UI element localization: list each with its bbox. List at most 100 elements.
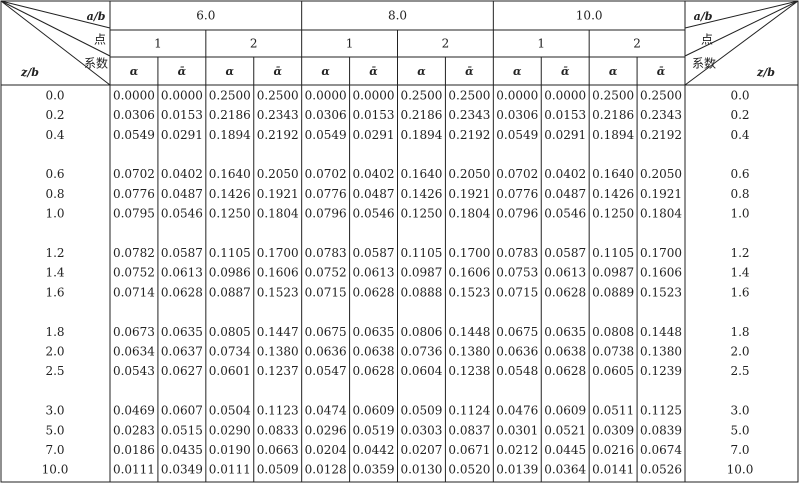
cell: 0.0139 bbox=[496, 463, 538, 477]
cell: 0.0216 bbox=[592, 443, 634, 457]
cell: 0.1921 bbox=[640, 187, 682, 201]
cell: 0.1523 bbox=[448, 285, 490, 299]
cell: 0.0306 bbox=[113, 108, 155, 122]
cell: 0.1448 bbox=[640, 325, 682, 339]
row-label: 1.4 bbox=[45, 266, 64, 280]
col-label: ᾱ bbox=[561, 65, 570, 78]
cell: 0.0738 bbox=[592, 344, 634, 358]
row-label: 2.0 bbox=[730, 344, 749, 358]
cell: 0.0543 bbox=[113, 364, 155, 378]
cell: 0.0889 bbox=[592, 285, 634, 299]
cell: 0.1700 bbox=[448, 246, 490, 260]
cell: 0.0547 bbox=[305, 364, 347, 378]
cell: 0.0805 bbox=[209, 325, 251, 339]
row-label: 1.8 bbox=[45, 325, 64, 339]
cell: 0.2186 bbox=[209, 108, 251, 122]
cell: 0.1105 bbox=[209, 246, 251, 260]
cell: 0.1380 bbox=[640, 344, 682, 358]
cell: 0.2500 bbox=[209, 88, 251, 102]
cell: 0.0776 bbox=[305, 187, 347, 201]
cell: 0.0702 bbox=[113, 167, 155, 181]
cell: 0.2500 bbox=[592, 88, 634, 102]
cell: 0.0634 bbox=[113, 344, 155, 358]
cell: 0.1123 bbox=[257, 404, 299, 418]
cell: 0.0546 bbox=[353, 207, 395, 221]
cell: 0.0635 bbox=[353, 325, 395, 339]
cell: 0.0306 bbox=[305, 108, 347, 122]
cell: 0.0402 bbox=[544, 167, 586, 181]
cell: 0.0130 bbox=[400, 463, 442, 477]
col-label: α bbox=[130, 65, 139, 78]
cell: 0.1804 bbox=[448, 207, 490, 221]
cell: 0.0364 bbox=[544, 463, 586, 477]
col-label: ᾱ bbox=[273, 65, 282, 78]
cell: 0.0783 bbox=[496, 246, 538, 260]
cell: 0.0303 bbox=[400, 423, 442, 437]
cell: 0.0628 bbox=[353, 364, 395, 378]
cell: 0.0000 bbox=[353, 88, 395, 102]
cell: 0.0204 bbox=[305, 443, 347, 457]
cell: 0.0435 bbox=[161, 443, 203, 457]
cell: 0.1921 bbox=[448, 187, 490, 201]
corner-label: z/b bbox=[756, 66, 775, 79]
row-label: 0.8 bbox=[730, 187, 749, 201]
cell: 0.0487 bbox=[353, 187, 395, 201]
cell: 0.0734 bbox=[209, 344, 251, 358]
cell: 0.1426 bbox=[592, 187, 634, 201]
cell: 0.0549 bbox=[113, 128, 155, 142]
cell: 0.0628 bbox=[544, 364, 586, 378]
cell: 0.1523 bbox=[640, 285, 682, 299]
cell: 0.0702 bbox=[305, 167, 347, 181]
row-label: 0.4 bbox=[45, 128, 64, 142]
cell: 0.1640 bbox=[209, 167, 251, 181]
cell: 0.0613 bbox=[353, 266, 395, 280]
cell: 0.0000 bbox=[161, 88, 203, 102]
cell: 0.1250 bbox=[209, 207, 251, 221]
row-label: 0.6 bbox=[45, 167, 64, 181]
cell: 0.0587 bbox=[161, 246, 203, 260]
cell: 0.0000 bbox=[496, 88, 538, 102]
cell: 0.1250 bbox=[592, 207, 634, 221]
cell: 0.1105 bbox=[400, 246, 442, 260]
cell: 0.0309 bbox=[592, 423, 634, 437]
row-label: 1.0 bbox=[730, 207, 749, 221]
cell: 0.2192 bbox=[257, 128, 299, 142]
cell: 0.0752 bbox=[305, 266, 347, 280]
cell: 0.1606 bbox=[257, 266, 299, 280]
cell: 0.1238 bbox=[448, 364, 490, 378]
cell: 0.0638 bbox=[353, 344, 395, 358]
row-label: 0.4 bbox=[730, 128, 749, 142]
corner-label: 系数 bbox=[84, 56, 108, 71]
cell: 0.0628 bbox=[161, 285, 203, 299]
row-label: 10.0 bbox=[42, 463, 69, 477]
cell: 0.2343 bbox=[448, 108, 490, 122]
row-label: 0.0 bbox=[45, 88, 64, 102]
cell: 0.1640 bbox=[400, 167, 442, 181]
cell: 0.2186 bbox=[592, 108, 634, 122]
cell: 0.0604 bbox=[400, 364, 442, 378]
col-label: α bbox=[226, 65, 235, 78]
cell: 0.0402 bbox=[161, 167, 203, 181]
cell: 0.0609 bbox=[544, 404, 586, 418]
cell: 0.1606 bbox=[640, 266, 682, 280]
cell: 0.0628 bbox=[544, 285, 586, 299]
cell: 0.0628 bbox=[353, 285, 395, 299]
cell: 0.0509 bbox=[257, 463, 299, 477]
cell: 0.2500 bbox=[448, 88, 490, 102]
cell: 0.0511 bbox=[592, 404, 634, 418]
cell: 0.0587 bbox=[544, 246, 586, 260]
cell: 0.2186 bbox=[400, 108, 442, 122]
row-label: 2.5 bbox=[730, 364, 749, 378]
cell: 0.0663 bbox=[257, 443, 299, 457]
col-label: ᾱ bbox=[369, 65, 378, 78]
row-label: 1.2 bbox=[45, 246, 64, 260]
group-label: 10.0 bbox=[576, 9, 603, 23]
cell: 0.0636 bbox=[496, 344, 538, 358]
diagonal bbox=[0, 0, 111, 57]
cell: 0.0833 bbox=[257, 423, 299, 437]
corner-label: a/b bbox=[694, 10, 713, 23]
cell: 0.0153 bbox=[544, 108, 586, 122]
cell: 0.0673 bbox=[113, 325, 155, 339]
cell: 0.0153 bbox=[353, 108, 395, 122]
cell: 0.1448 bbox=[448, 325, 490, 339]
